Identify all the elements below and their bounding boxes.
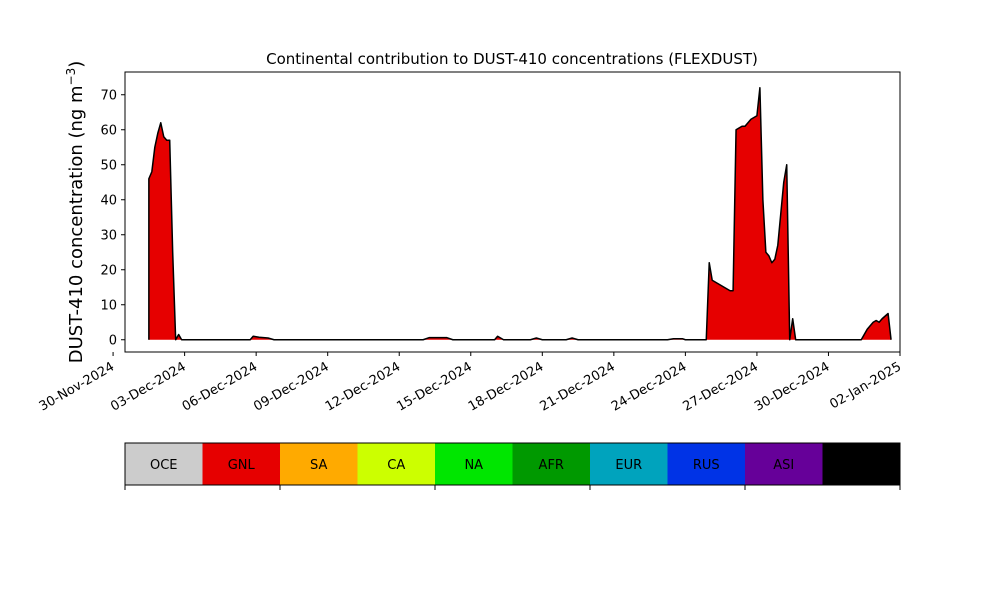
x-tick-label: 15-Dec-2024 [394,359,474,414]
legend-label-eur: EUR [615,458,642,473]
y-tick-label: 10 [100,298,117,313]
x-tick-label: 12-Dec-2024 [323,359,403,414]
legend-label-aus: AUS [848,458,875,473]
x-tick-label: 30-Nov-2024 [37,359,117,414]
series-layer [148,87,892,341]
x-tick-label: 24-Dec-2024 [609,359,689,414]
legend-swatch-aus [822,443,901,485]
legend-swatch-oce [125,443,203,485]
x-tick-label: 21-Dec-2024 [537,359,617,414]
legend-swatch-asi [745,443,823,485]
legend-swatch-ca [357,443,436,485]
x-tick-label: 30-Dec-2024 [752,359,832,414]
y-tick-label: 20 [100,263,117,278]
legend-swatch-na [435,443,513,485]
y-tick-label: 0 [109,333,117,348]
legend-frame [124,442,901,486]
legend-swatch-gnl [202,443,281,485]
x-tick-label: 06-Dec-2024 [180,359,260,414]
y-tick-label: 50 [100,158,117,173]
legend-colorbar: OCE GNL SA CA NA AFR EUR RUS ASI AUS [124,442,901,490]
legend-label-asi: ASI [773,458,794,473]
y-axis-ticks: 0 10 20 30 40 50 60 70 [100,88,125,348]
plot-area: 0 10 20 30 40 50 60 70 30-Nov-202403-Dec-202406… [37,71,904,415]
legend-swatch-sa [280,443,358,485]
x-tick-label: 02-Jan-2025 [827,359,904,412]
chart-title: Continental contribution to DUST-410 con… [266,50,758,68]
plot-frame [124,71,901,353]
x-tick-label: 03-Dec-2024 [108,359,188,414]
series-outline-gnl [148,87,892,341]
legend-swatch-afr [512,443,591,485]
legend-label-sa: SA [310,458,327,473]
legend-label-afr: AFR [539,458,564,473]
legend-swatch-rus [667,443,746,485]
legend-swatch-eur [590,443,668,485]
y-tick-label: 40 [100,193,117,208]
y-axis-label-exponent: −3 [64,68,78,86]
legend-label-gnl: GNL [228,458,256,473]
y-tick-label: 70 [100,88,117,103]
legend-label-na: NA [464,458,483,473]
legend-label-oce: OCE [150,458,178,473]
y-axis-label-close: ) [66,61,87,68]
legend-label-ca: CA [387,458,405,473]
y-axis-label-main: DUST-410 concentration (ng m [66,85,87,363]
y-axis-label: DUST-410 concentration (ng m−3) [64,61,87,364]
x-tick-label: 27-Dec-2024 [681,359,761,414]
x-tick-label: 18-Dec-2024 [466,359,546,414]
x-axis-ticks: 30-Nov-202403-Dec-202406-Dec-202409-Dec-… [37,352,904,415]
y-tick-label: 30 [100,228,117,243]
series-area-gnl [148,87,892,340]
legend-label-rus: RUS [693,458,720,473]
y-tick-label: 60 [100,123,117,138]
x-tick-label: 09-Dec-2024 [251,359,331,414]
